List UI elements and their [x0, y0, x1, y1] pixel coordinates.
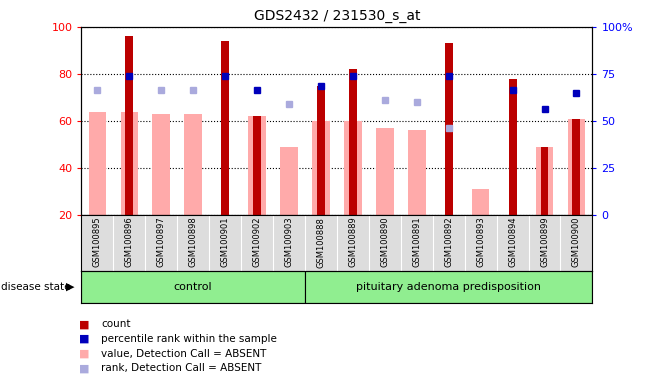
Bar	[349, 69, 357, 215]
Text: GSM100894: GSM100894	[508, 217, 517, 267]
Bar	[376, 128, 394, 215]
Bar	[305, 271, 592, 303]
Text: ■: ■	[79, 349, 90, 359]
Bar	[312, 121, 329, 215]
Text: ■: ■	[79, 319, 90, 329]
Text: GSM100900: GSM100900	[572, 217, 581, 267]
Bar	[81, 271, 305, 303]
Bar	[408, 131, 426, 215]
Text: GSM100890: GSM100890	[380, 217, 389, 267]
Bar	[248, 116, 266, 215]
Bar	[253, 116, 261, 215]
Bar	[572, 119, 581, 215]
Text: ▶: ▶	[66, 282, 75, 292]
Bar	[152, 114, 170, 215]
Text: count: count	[101, 319, 130, 329]
Text: GSM100893: GSM100893	[476, 217, 485, 268]
Bar	[536, 147, 553, 215]
Text: GSM100891: GSM100891	[412, 217, 421, 267]
Bar	[317, 86, 325, 215]
Text: value, Detection Call = ABSENT: value, Detection Call = ABSENT	[101, 349, 266, 359]
Text: control: control	[174, 282, 212, 292]
Text: ■: ■	[79, 334, 90, 344]
Text: GSM100899: GSM100899	[540, 217, 549, 267]
Text: ■: ■	[79, 363, 90, 373]
Text: GSM100889: GSM100889	[348, 217, 357, 268]
Text: GSM100888: GSM100888	[316, 217, 326, 268]
Text: GSM100903: GSM100903	[284, 217, 294, 267]
Bar	[184, 114, 202, 215]
Bar	[125, 36, 133, 215]
Bar	[508, 79, 516, 215]
Bar	[540, 147, 549, 215]
Text: pituitary adenoma predisposition: pituitary adenoma predisposition	[356, 282, 541, 292]
Bar	[89, 112, 106, 215]
Text: percentile rank within the sample: percentile rank within the sample	[101, 334, 277, 344]
Text: GSM100902: GSM100902	[253, 217, 262, 267]
Bar	[221, 41, 229, 215]
Text: GSM100897: GSM100897	[157, 217, 166, 268]
Text: GSM100901: GSM100901	[221, 217, 230, 267]
Title: GDS2432 / 231530_s_at: GDS2432 / 231530_s_at	[254, 9, 420, 23]
Text: GSM100896: GSM100896	[125, 217, 134, 268]
Bar	[472, 189, 490, 215]
Text: GSM100898: GSM100898	[189, 217, 198, 268]
Bar	[344, 121, 362, 215]
Bar	[120, 112, 138, 215]
Bar	[445, 43, 452, 215]
Text: GSM100895: GSM100895	[93, 217, 102, 267]
Text: rank, Detection Call = ABSENT: rank, Detection Call = ABSENT	[101, 363, 261, 373]
Bar	[568, 119, 585, 215]
Text: GSM100892: GSM100892	[444, 217, 453, 267]
Bar	[280, 147, 298, 215]
Text: disease state: disease state	[1, 282, 70, 292]
